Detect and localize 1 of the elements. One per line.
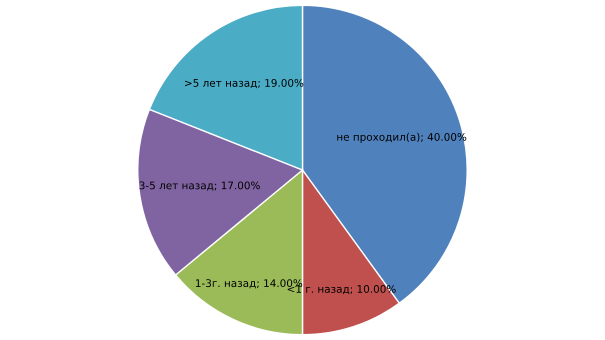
slice-label: 3-5 лет назад; 17.00%: [140, 181, 260, 191]
